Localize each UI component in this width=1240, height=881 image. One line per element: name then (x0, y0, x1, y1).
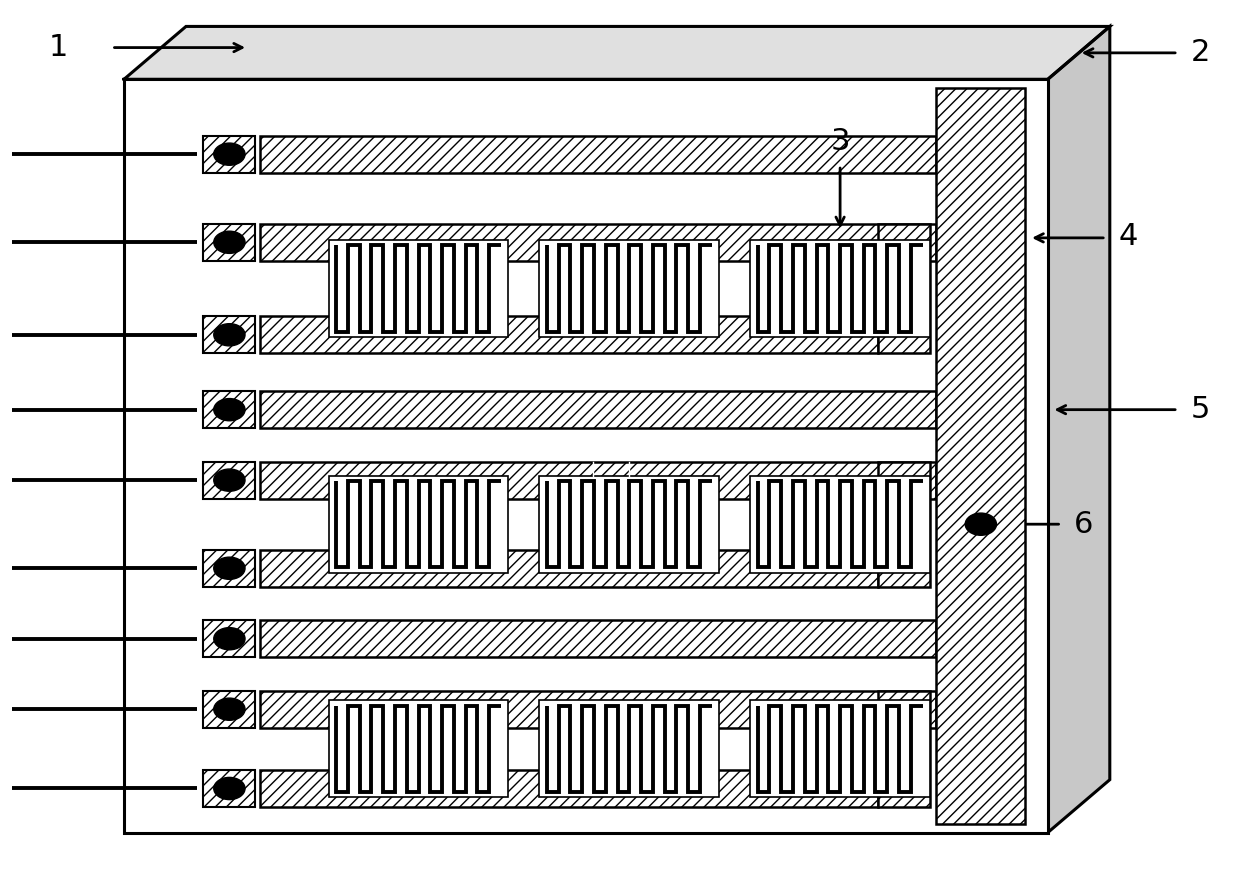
Polygon shape (1048, 26, 1110, 833)
Bar (260, 391, 936, 428)
Circle shape (213, 469, 246, 492)
Circle shape (213, 231, 246, 254)
Bar (750, 700, 930, 797)
Bar (124, 79, 1048, 833)
Bar (260, 224, 936, 261)
Bar (260, 550, 878, 587)
Text: 2: 2 (1190, 39, 1210, 67)
Bar (750, 476, 930, 573)
Bar (260, 316, 878, 353)
Bar (329, 700, 508, 797)
Bar (878, 462, 930, 587)
Bar (750, 241, 930, 337)
Circle shape (213, 627, 246, 650)
Text: 1: 1 (48, 33, 68, 62)
Bar (203, 770, 255, 807)
Circle shape (213, 323, 246, 346)
Circle shape (213, 143, 246, 166)
Text: 4: 4 (1118, 222, 1138, 250)
Circle shape (965, 513, 997, 536)
Bar (329, 241, 508, 337)
Bar (260, 691, 936, 728)
Circle shape (213, 557, 246, 580)
Bar (936, 88, 1025, 824)
Bar (878, 224, 930, 353)
Circle shape (213, 777, 246, 800)
Bar (203, 224, 255, 261)
Bar (203, 316, 255, 353)
Polygon shape (124, 26, 1110, 79)
Bar (539, 700, 719, 797)
Bar (203, 550, 255, 587)
Bar (329, 476, 508, 573)
Bar (539, 241, 719, 337)
Bar (203, 136, 255, 173)
Bar (260, 770, 878, 807)
Circle shape (213, 698, 246, 721)
Bar (878, 691, 930, 807)
Text: 3: 3 (831, 128, 849, 157)
Bar (203, 462, 255, 499)
Bar (203, 691, 255, 728)
Circle shape (213, 398, 246, 421)
Bar (260, 620, 936, 657)
Bar (260, 462, 936, 499)
Bar (539, 476, 719, 573)
Bar (203, 391, 255, 428)
Text: 5: 5 (1190, 396, 1210, 424)
Bar (203, 620, 255, 657)
Text: 6: 6 (1074, 510, 1094, 538)
Bar (260, 136, 936, 173)
